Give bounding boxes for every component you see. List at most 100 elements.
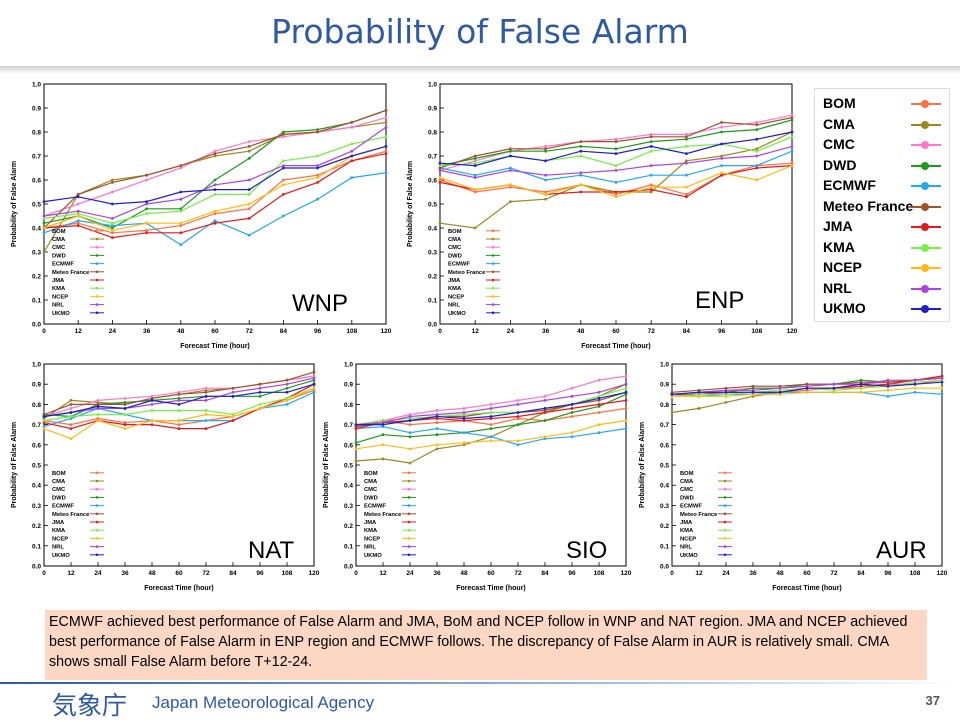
data-point-dwd	[145, 207, 149, 211]
inset-legend-marker	[491, 295, 495, 298]
inset-legend-label: Meteo France	[680, 512, 718, 518]
y-tick-label: 0.5	[428, 202, 437, 209]
data-point-ncep	[544, 193, 547, 196]
data-point-dwd	[685, 137, 688, 141]
inset-legend-marker	[95, 303, 99, 306]
y-axis-label: Probability of False Alarm	[11, 161, 18, 247]
data-point-kma	[624, 386, 628, 390]
data-point-cmc	[150, 394, 154, 398]
data-point-jma	[231, 419, 235, 422]
data-point-cma	[42, 417, 46, 420]
data-point-ecmwf	[624, 427, 628, 431]
data-point-bom	[247, 207, 251, 211]
inset-legend-marker	[407, 553, 411, 557]
region-label-aur: AUR	[876, 537, 927, 564]
data-point-nrl	[597, 390, 601, 394]
x-tick-label: 36	[542, 328, 550, 335]
y-tick-label: 0.5	[32, 463, 41, 470]
data-point-meteo-france	[438, 166, 442, 170]
inset-legend-marker	[491, 270, 495, 274]
data-point-ukmo	[354, 423, 358, 426]
data-point-kma	[96, 413, 100, 416]
inset-legend-label: DWD	[448, 253, 462, 259]
chart-wnp: 0.0 0.1 0.2 0.3 0.4 0.5 0.6 0.7 0.8 0.9 1.0 0 12 24 36…	[8, 76, 398, 354]
data-point-kma	[579, 154, 583, 158]
data-point-jma	[76, 224, 80, 228]
data-point-nrl	[42, 214, 46, 218]
inset-legend-marker	[407, 545, 411, 548]
x-tick-label: 36	[749, 570, 757, 577]
data-point-ncep	[614, 195, 618, 199]
data-point-ukmo	[509, 154, 512, 158]
data-point-nrl	[649, 164, 653, 167]
data-point-ukmo	[438, 161, 442, 165]
data-point-kma	[213, 193, 217, 196]
y-tick-label: 0.6	[344, 442, 353, 449]
data-point-meteo-france	[790, 116, 794, 119]
x-tick-label: 96	[568, 570, 576, 577]
y-tick-label: 0.6	[660, 442, 669, 449]
inset-legend-marker	[95, 553, 99, 557]
y-tick-label: 0.6	[428, 178, 437, 185]
data-point-cmc	[350, 125, 354, 129]
data-point-ukmo	[543, 407, 547, 410]
inset-legend-label: CMC	[364, 487, 378, 493]
x-tick-label: 108	[751, 328, 762, 335]
inset-legend-label: JMA	[448, 278, 461, 284]
y-axis-label: Probability of False Alarm	[407, 161, 414, 247]
inset-legend-marker	[95, 528, 99, 532]
data-point-cma	[408, 461, 412, 465]
inset-legend-marker	[491, 254, 495, 257]
inset-legend-marker	[95, 512, 99, 516]
data-point-jma	[204, 427, 208, 431]
data-point-meteo-france	[312, 370, 316, 374]
x-tick-label: 0	[42, 328, 46, 335]
inset-legend-label: UKMO	[680, 553, 698, 559]
data-point-kma	[778, 388, 782, 392]
data-point-meteo-france	[96, 403, 100, 406]
inset-legend-label: CMC	[680, 487, 694, 493]
inset-legend-marker	[95, 487, 99, 491]
data-point-meteo-france	[350, 121, 354, 124]
data-point-ecmwf	[435, 427, 439, 431]
x-tick-label: 12	[695, 570, 703, 577]
data-point-ecmwf	[473, 173, 477, 177]
data-point-ncep	[940, 386, 944, 390]
data-point-ukmo	[544, 159, 547, 163]
inset-legend-label: UKMO	[52, 311, 70, 317]
inset-legend-label: KMA	[52, 286, 66, 292]
inset-legend-label: CMC	[448, 245, 462, 251]
data-point-ncep	[312, 386, 316, 390]
data-point-kma	[755, 149, 759, 153]
y-tick-label: 0.1	[660, 543, 669, 550]
x-tick-label: 72	[830, 570, 838, 577]
x-tick-label: 72	[246, 328, 254, 335]
data-point-bom	[685, 193, 688, 196]
inset-legend-marker	[723, 537, 727, 540]
data-point-meteo-france	[720, 121, 723, 124]
inset-legend-label: DWD	[680, 495, 694, 501]
data-point-dwd	[408, 435, 412, 439]
data-point-ecmwf	[579, 173, 583, 177]
data-point-ukmo	[489, 415, 493, 418]
legend-label-ukmo: UKMO	[823, 300, 866, 316]
data-point-nrl	[570, 394, 574, 398]
data-point-nrl	[258, 386, 262, 390]
data-point-ncep	[438, 176, 442, 179]
inset-legend-label: NCEP	[680, 536, 696, 542]
data-point-ecmwf	[111, 224, 114, 228]
data-point-dwd	[316, 128, 319, 131]
x-tick-label: 24	[722, 570, 730, 577]
data-point-ncep	[42, 427, 46, 431]
data-point-nrl	[614, 169, 618, 172]
chart-svg-sio: 0.0 0.1 0.2 0.3 0.4 0.5 0.6 0.7 0.8 0.9 1.0 0 12 24 36…	[323, 362, 632, 593]
data-point-cmc	[649, 133, 653, 136]
inset-legend-label: NRL	[52, 303, 64, 309]
data-point-kma	[76, 212, 80, 216]
data-point-cmc	[614, 137, 618, 141]
legend-label-meteo-france: Meteo France	[823, 197, 914, 214]
y-tick-label: 0.9	[428, 106, 437, 113]
inset-legend-label: KMA	[364, 528, 378, 534]
data-point-ncep	[123, 427, 127, 431]
inset-legend-label: NCEP	[448, 294, 464, 300]
